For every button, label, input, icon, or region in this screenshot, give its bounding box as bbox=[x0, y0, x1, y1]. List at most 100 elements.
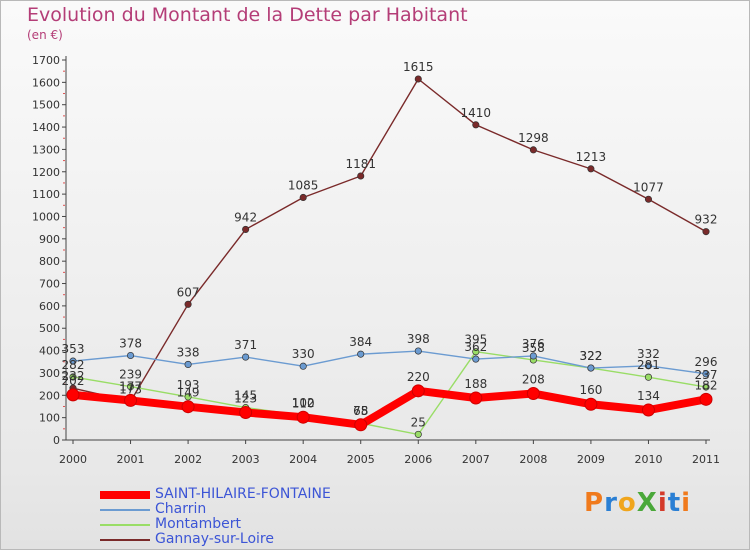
data-label: 1085 bbox=[288, 178, 319, 192]
y-tick-label: 1500 bbox=[32, 99, 60, 112]
data-label: 353 bbox=[62, 342, 85, 356]
y-tick-label: 300 bbox=[39, 367, 60, 380]
logo-letter: t bbox=[667, 488, 682, 518]
y-tick-label: 0 bbox=[53, 434, 60, 447]
x-tick-label: 2010 bbox=[634, 453, 662, 466]
data-point bbox=[126, 351, 135, 360]
data-point bbox=[702, 383, 710, 391]
data-label: 376 bbox=[522, 337, 545, 351]
legend-swatch bbox=[100, 539, 150, 541]
data-label: 607 bbox=[177, 285, 200, 299]
logo-letter: o bbox=[617, 488, 637, 518]
data-label: 1410 bbox=[461, 106, 492, 120]
data-label: 358 bbox=[522, 341, 545, 355]
data-point bbox=[529, 352, 537, 360]
data-label: 296 bbox=[695, 355, 718, 369]
logo-letter: P bbox=[584, 488, 605, 518]
data-point bbox=[184, 360, 192, 368]
x-tick-label: 2001 bbox=[117, 453, 145, 466]
data-point bbox=[299, 362, 307, 370]
y-tick-label: 100 bbox=[39, 412, 60, 425]
y-tick-label: 1700 bbox=[32, 54, 60, 67]
data-label: 384 bbox=[349, 335, 372, 349]
data-point bbox=[69, 373, 77, 381]
data-label: 145 bbox=[234, 389, 257, 403]
data-point bbox=[472, 348, 480, 356]
data-point bbox=[641, 403, 655, 417]
data-label: 322 bbox=[579, 349, 602, 363]
data-point bbox=[644, 362, 653, 370]
data-label: 1213 bbox=[576, 150, 607, 164]
data-point bbox=[124, 393, 138, 407]
data-point bbox=[587, 165, 595, 173]
x-tick-label: 2005 bbox=[347, 453, 375, 466]
y-tick-label: 1300 bbox=[32, 143, 60, 156]
legend-label: Montambert bbox=[155, 516, 241, 532]
data-point bbox=[644, 373, 653, 381]
x-tick-label: 2000 bbox=[59, 453, 87, 466]
data-label: 281 bbox=[637, 358, 660, 372]
data-label: 332 bbox=[637, 347, 660, 361]
data-label: 173 bbox=[119, 382, 142, 396]
x-tick-label: 2006 bbox=[404, 453, 432, 466]
data-label: 942 bbox=[234, 210, 257, 224]
data-point bbox=[702, 228, 710, 236]
data-point bbox=[414, 347, 422, 355]
data-point bbox=[587, 364, 595, 372]
data-label: 208 bbox=[522, 373, 545, 387]
data-label: 220 bbox=[407, 370, 430, 384]
data-label: 362 bbox=[464, 340, 487, 354]
data-label: 75 bbox=[353, 404, 368, 418]
legend-swatch bbox=[100, 509, 150, 511]
data-label: 177 bbox=[119, 379, 142, 393]
data-label: 110 bbox=[292, 396, 315, 410]
data-point bbox=[414, 430, 422, 438]
legend-label: SAINT-HILAIRE-FONTAINE bbox=[155, 486, 331, 502]
y-tick-label: 400 bbox=[39, 345, 60, 358]
data-point bbox=[702, 370, 710, 378]
data-point bbox=[357, 350, 365, 358]
data-label: 193 bbox=[177, 378, 200, 392]
logo-letter: i bbox=[657, 488, 668, 518]
series-line bbox=[72, 350, 707, 375]
series-line bbox=[69, 386, 710, 429]
data-point bbox=[242, 225, 250, 233]
data-label: 398 bbox=[407, 332, 430, 346]
data-point bbox=[354, 418, 368, 432]
data-point bbox=[69, 357, 77, 365]
data-label: 1615 bbox=[403, 60, 434, 74]
y-tick-label: 1200 bbox=[32, 166, 60, 179]
y-tick-label: 700 bbox=[39, 278, 60, 291]
data-label: 338 bbox=[177, 345, 200, 359]
data-point bbox=[184, 300, 192, 308]
series-line bbox=[72, 351, 707, 436]
legend-swatch bbox=[100, 524, 150, 526]
data-point bbox=[66, 388, 80, 402]
data-point bbox=[472, 121, 480, 129]
data-label: 102 bbox=[292, 396, 315, 410]
data-label: 237 bbox=[695, 368, 718, 382]
logo-letter: i bbox=[681, 488, 692, 518]
data-label: 134 bbox=[637, 389, 660, 403]
data-label: 68 bbox=[353, 404, 368, 418]
data-label: 1298 bbox=[518, 131, 549, 145]
data-point bbox=[529, 146, 537, 154]
data-label: 330 bbox=[292, 347, 315, 361]
x-tick-label: 2002 bbox=[174, 453, 202, 466]
y-tick-label: 800 bbox=[39, 255, 60, 268]
series-line bbox=[72, 78, 707, 403]
x-tick-label: 2004 bbox=[289, 453, 317, 466]
data-label: 188 bbox=[464, 377, 487, 391]
data-label: 395 bbox=[464, 333, 487, 347]
data-label: 239 bbox=[119, 368, 142, 382]
y-tick-label: 900 bbox=[39, 233, 60, 246]
y-tick-label: 1600 bbox=[32, 76, 60, 89]
chart-unit-label: (en €) bbox=[27, 28, 63, 42]
data-point bbox=[644, 195, 653, 203]
data-point bbox=[357, 172, 365, 180]
y-tick-label: 200 bbox=[39, 389, 60, 402]
proxiti-logo: ProXiti bbox=[584, 488, 691, 518]
legend-swatch bbox=[100, 491, 150, 499]
data-point bbox=[296, 410, 310, 424]
